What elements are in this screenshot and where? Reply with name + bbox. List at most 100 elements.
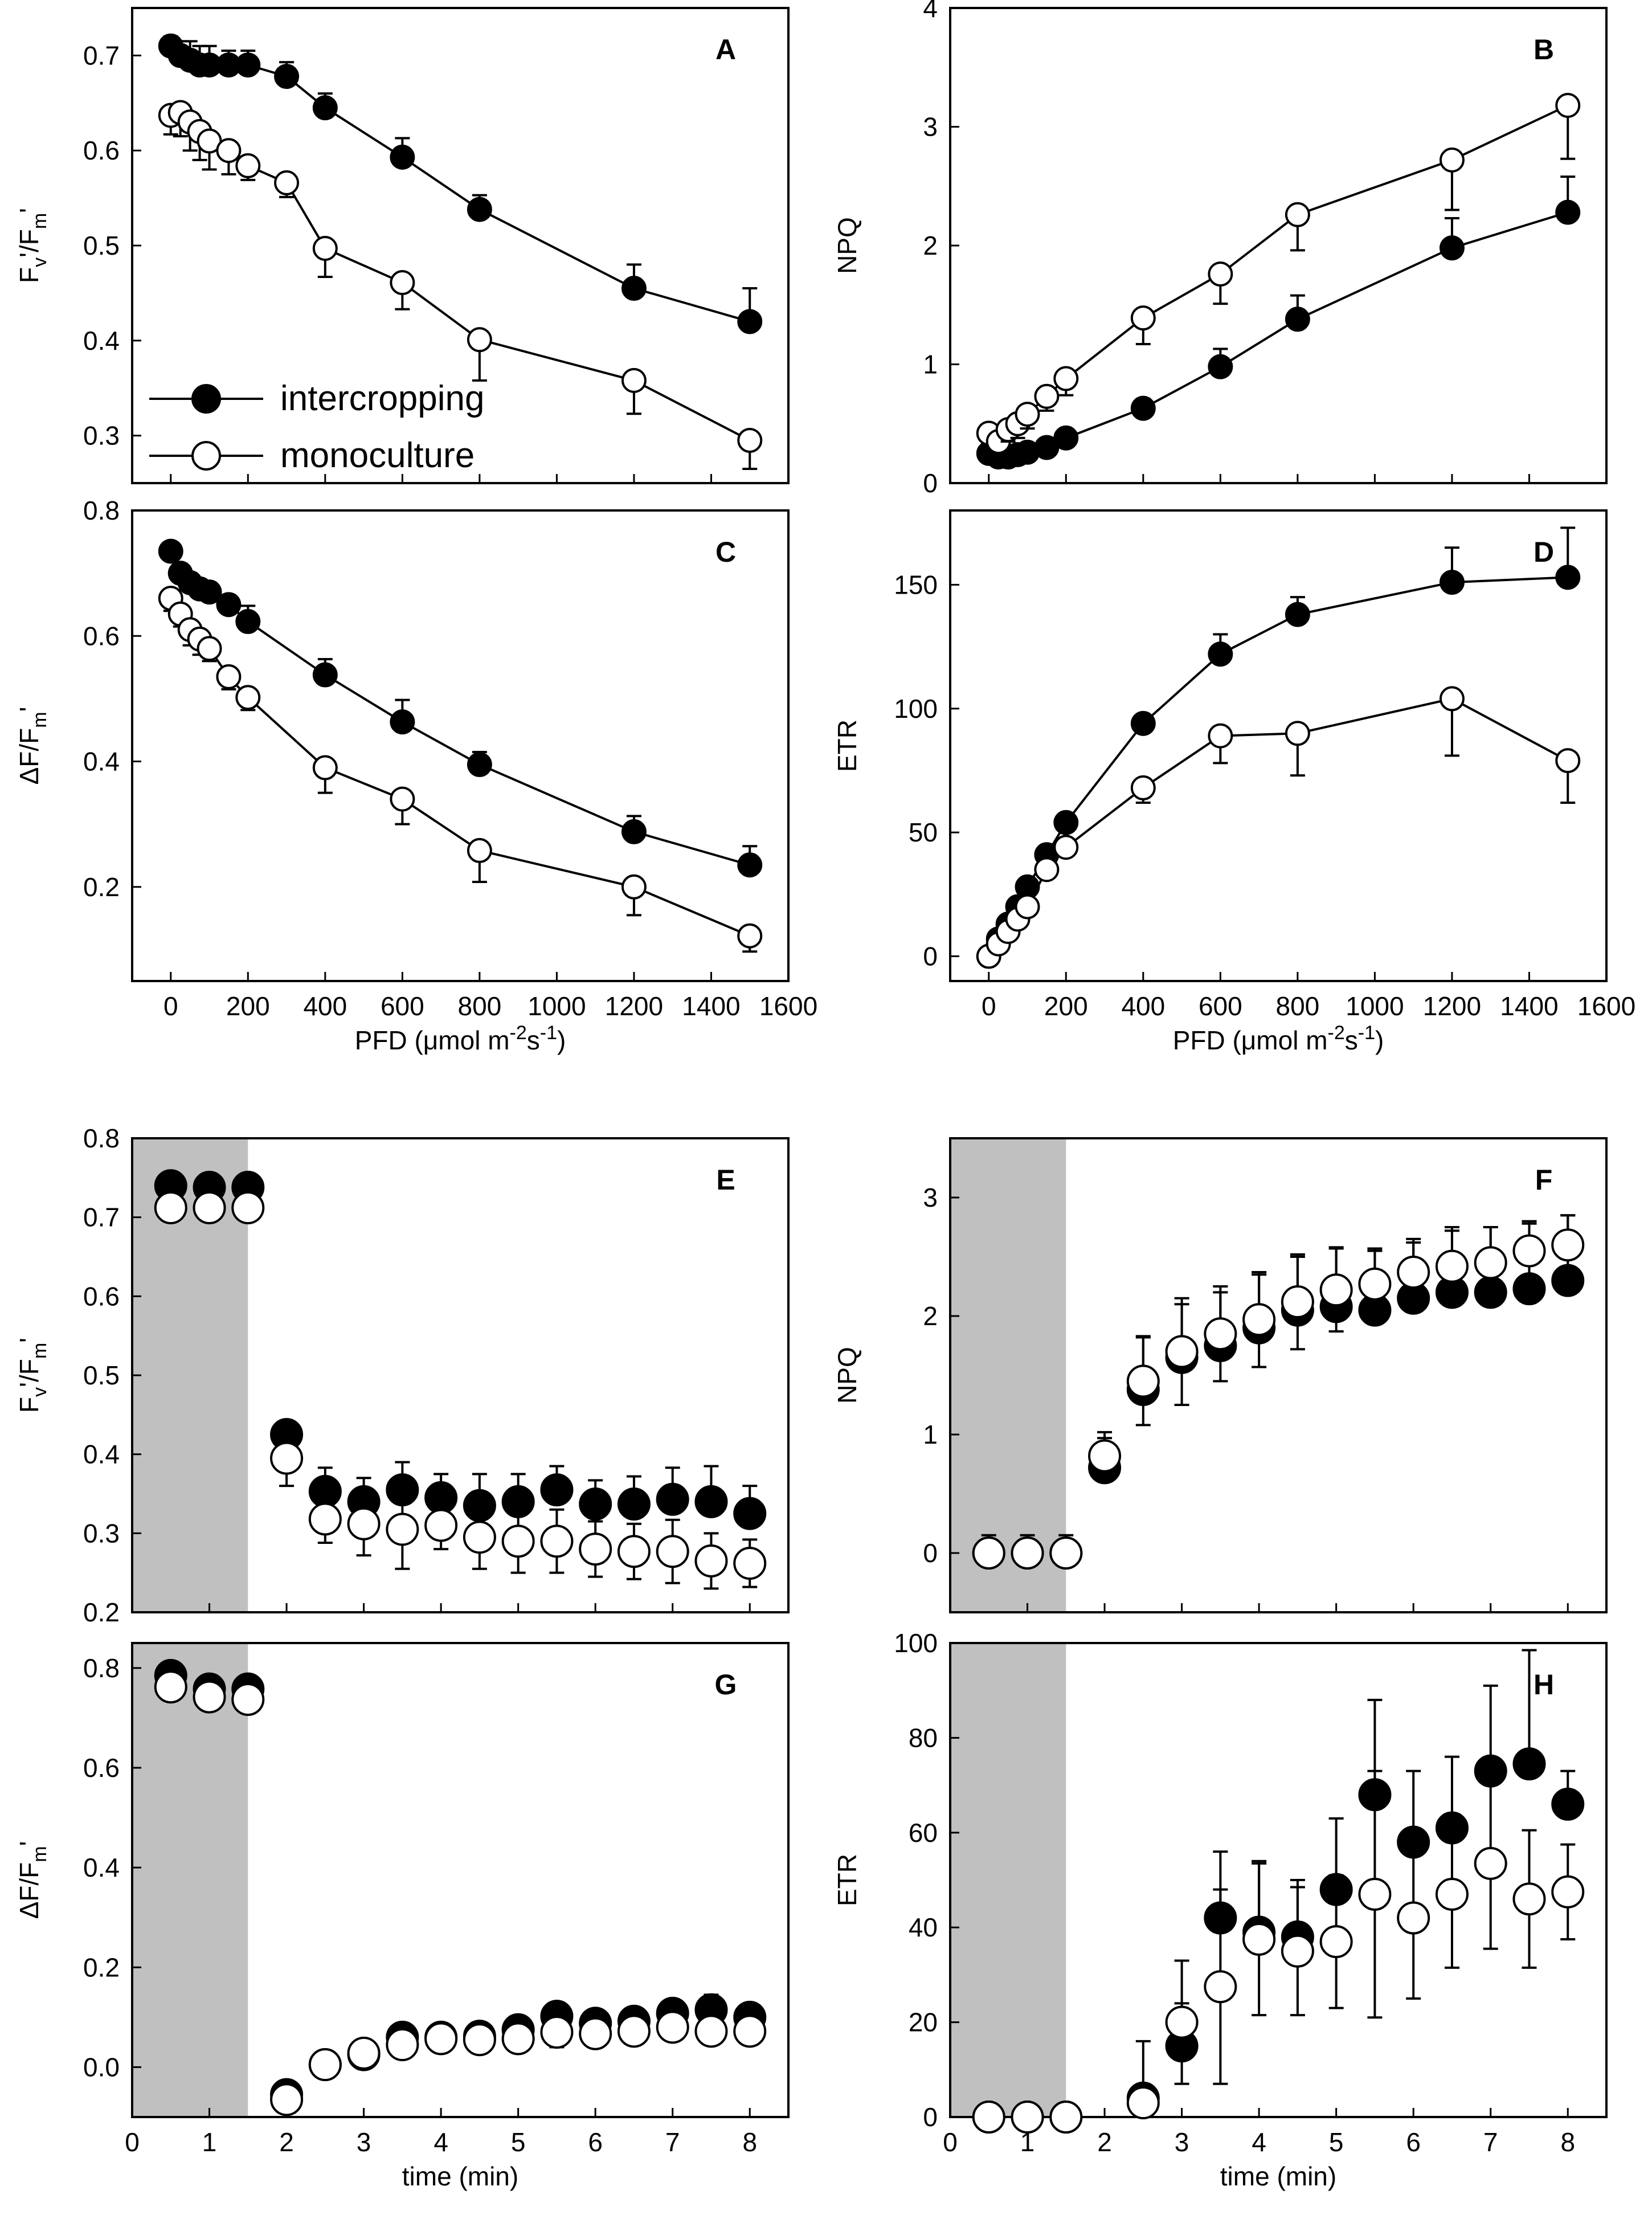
data-point xyxy=(621,276,647,301)
y-tick-label: 100 xyxy=(894,1628,938,1658)
data-point xyxy=(1130,710,1156,736)
y-tick-label: 2 xyxy=(923,231,938,260)
data-point xyxy=(386,1513,419,1546)
y-tick-label: 0.7 xyxy=(83,1203,120,1232)
x-tick-label: 800 xyxy=(1276,991,1320,1021)
data-point xyxy=(216,592,242,618)
y-tick-label: 0.6 xyxy=(83,136,120,165)
x-tick-label: 400 xyxy=(1121,991,1165,1021)
data-point xyxy=(1319,1925,1353,1959)
data-point xyxy=(1130,775,1156,800)
y-tick-label: 0.4 xyxy=(83,1440,120,1469)
x-tick-label: 1200 xyxy=(605,991,663,1021)
y-tick-label: 0.8 xyxy=(83,1653,120,1683)
data-point xyxy=(270,2083,304,2116)
data-point xyxy=(540,1525,574,1558)
data-point xyxy=(424,1509,458,1542)
y-tick-label: 20 xyxy=(909,2008,938,2037)
data-point xyxy=(235,153,261,178)
x-tick-label: 5 xyxy=(511,2127,526,2157)
data-point xyxy=(467,327,492,353)
data-point xyxy=(540,1473,574,1507)
data-point xyxy=(579,2017,612,2050)
data-point xyxy=(501,2022,535,2056)
data-point xyxy=(231,1682,265,1716)
x-tick-label: 1600 xyxy=(1577,991,1635,1021)
panel-f: 0 1 2 3 NPQ F xyxy=(832,1137,1608,1613)
y-axis-label: ETR xyxy=(832,720,862,772)
panel-letter: H xyxy=(1534,1669,1554,1701)
data-point xyxy=(216,664,242,689)
data-point xyxy=(1011,2101,1044,2134)
legend-label-monoculture: monoculture xyxy=(280,436,475,475)
data-point xyxy=(197,579,222,605)
data-point xyxy=(235,608,261,634)
data-point xyxy=(1439,147,1465,173)
x-axis-label: PFD (μmol m-2s-1) xyxy=(355,1022,566,1055)
x-tick-label: 3 xyxy=(357,2127,371,2157)
data-point xyxy=(737,852,763,878)
data-point xyxy=(656,2010,689,2044)
data-point xyxy=(1551,1875,1585,1909)
data-point xyxy=(621,874,647,900)
x-tick-label: 1200 xyxy=(1423,991,1481,1021)
y-tick-label: 0.2 xyxy=(83,872,120,902)
data-point xyxy=(1358,1877,1392,1911)
series-line xyxy=(988,576,1568,957)
x-tick-label: 4 xyxy=(1252,2127,1266,2157)
data-point xyxy=(1439,570,1465,595)
data-point xyxy=(1512,1747,1546,1781)
data-point xyxy=(733,2014,767,2048)
plot-frame xyxy=(949,7,1608,484)
data-point xyxy=(467,752,492,778)
data-point xyxy=(737,427,763,453)
x-tick-label: 1400 xyxy=(1500,991,1558,1021)
y-tick-label: 0 xyxy=(923,1538,938,1568)
y-axis-label: ΔF/Fm' xyxy=(14,707,51,785)
plot-frame xyxy=(131,1642,790,2118)
series-monoculture xyxy=(976,92,1581,455)
data-point xyxy=(390,709,415,735)
data-point xyxy=(1015,894,1040,920)
data-point xyxy=(1242,1303,1276,1337)
panel-c: 0.2 0.4 0.6 0.8 0 200 400 600 800 1000 1200 1400 160… xyxy=(14,496,817,1055)
data-point xyxy=(1474,1246,1507,1280)
data-point xyxy=(617,2014,651,2048)
y-tick-label: 0 xyxy=(923,2102,938,2132)
y-tick-label: 60 xyxy=(909,1818,938,1848)
data-point xyxy=(1281,1934,1314,1968)
data-point xyxy=(733,1497,767,1530)
data-point xyxy=(737,923,763,949)
y-axis-label: NPQ xyxy=(832,217,862,274)
data-point xyxy=(1015,402,1040,427)
series-intercropping xyxy=(976,175,1581,470)
x-tick-label: 600 xyxy=(381,991,424,1021)
y-tick-label: 0.6 xyxy=(83,621,120,651)
x-axis-label: PFD (μmol m-2s-1) xyxy=(1173,1022,1384,1055)
x-tick-label: 4 xyxy=(434,2127,448,2157)
x-tick-label: 1 xyxy=(202,2127,217,2157)
y-tick-label: 0.6 xyxy=(83,1281,120,1311)
data-point xyxy=(1011,1537,1044,1570)
data-point xyxy=(1397,1256,1430,1289)
data-point xyxy=(463,1521,496,1554)
data-point xyxy=(1474,1846,1507,1880)
series-monoculture xyxy=(976,686,1581,969)
data-point xyxy=(617,1488,651,1521)
panel-letter: C xyxy=(715,536,736,568)
series-line xyxy=(170,45,750,323)
x-tick-label: 2 xyxy=(279,2127,294,2157)
data-point xyxy=(390,786,415,812)
x-tick-label: 1000 xyxy=(528,991,586,1021)
panel-letter: D xyxy=(1534,536,1554,568)
plot-frame xyxy=(949,1137,1608,1613)
x-axis-label: time (min) xyxy=(1220,2161,1336,2191)
panel-g: 0.0 0.2 0.4 0.6 0.8 0 1 2 3 4 5 6 7 8 ΔF/Fm' time (min)… xyxy=(14,1642,790,2191)
data-point xyxy=(1053,366,1079,391)
x-tick-label: 0 xyxy=(125,2127,140,2157)
data-point xyxy=(231,1191,265,1225)
data-point xyxy=(1208,641,1233,667)
data-point xyxy=(579,1488,612,1521)
